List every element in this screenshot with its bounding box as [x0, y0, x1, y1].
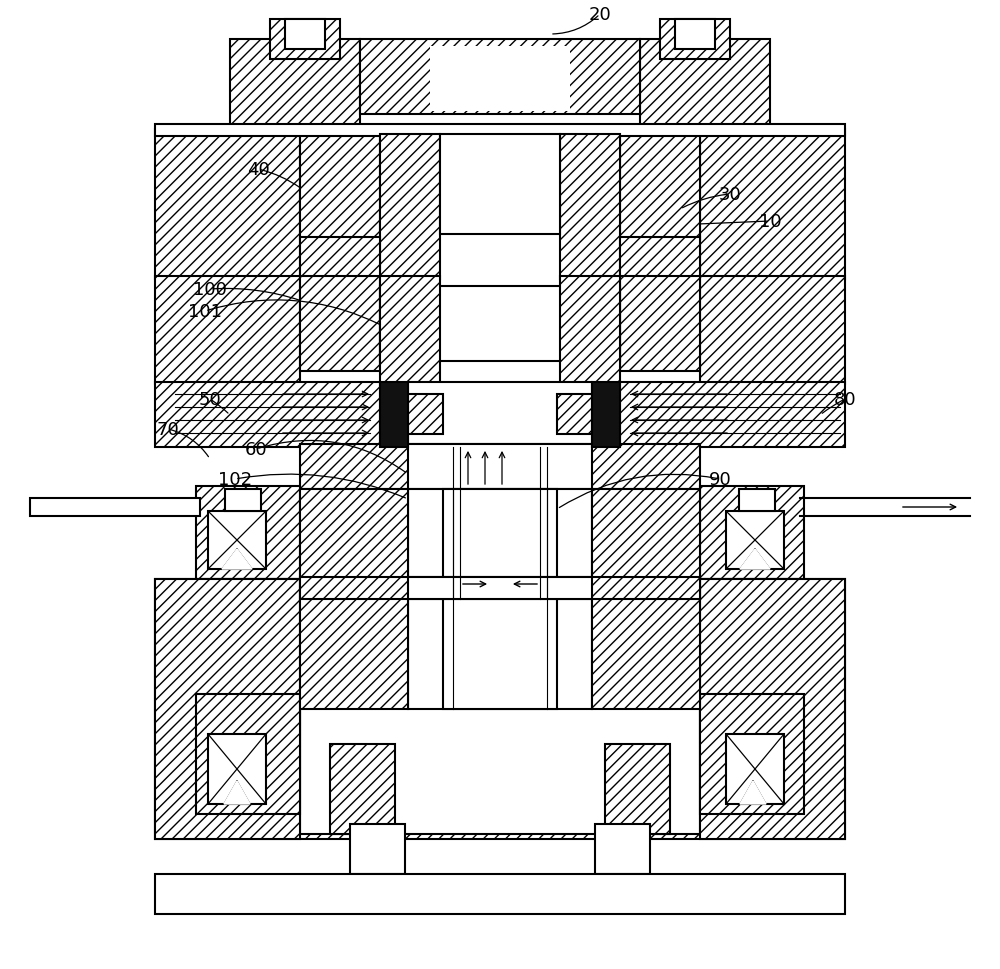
Bar: [700, 130, 845, 280]
Text: 100: 100: [193, 281, 227, 298]
Bar: [270, 20, 340, 60]
Bar: [560, 135, 620, 280]
Bar: [440, 135, 560, 234]
Bar: [700, 486, 804, 579]
Bar: [408, 394, 443, 434]
Bar: [640, 40, 770, 130]
Bar: [620, 237, 700, 280]
Bar: [155, 125, 845, 137]
Bar: [557, 447, 592, 600]
Bar: [726, 512, 784, 570]
Text: 90: 90: [709, 471, 731, 488]
Polygon shape: [224, 781, 250, 804]
Bar: [408, 445, 592, 489]
Bar: [380, 287, 620, 361]
Bar: [155, 579, 845, 839]
Text: 70: 70: [157, 421, 179, 439]
Bar: [739, 489, 775, 512]
Text: 60: 60: [245, 441, 267, 458]
Bar: [300, 579, 700, 834]
Bar: [620, 277, 700, 372]
Text: 80: 80: [834, 391, 856, 409]
Text: 20: 20: [589, 6, 611, 24]
Bar: [605, 744, 670, 834]
Text: 30: 30: [719, 186, 741, 203]
Text: 50: 50: [199, 391, 221, 409]
Text: 101: 101: [188, 302, 222, 321]
Bar: [30, 498, 200, 516]
Bar: [453, 499, 547, 600]
Bar: [408, 447, 443, 600]
Bar: [155, 130, 300, 280]
Bar: [155, 579, 300, 839]
Bar: [408, 489, 592, 709]
Polygon shape: [740, 549, 770, 570]
Bar: [380, 277, 440, 385]
Bar: [557, 394, 592, 434]
Bar: [430, 47, 570, 111]
Bar: [620, 383, 845, 448]
Polygon shape: [740, 781, 766, 804]
Bar: [285, 20, 325, 50]
Bar: [230, 40, 360, 130]
Bar: [155, 874, 845, 914]
Bar: [300, 578, 700, 600]
Bar: [408, 383, 592, 448]
Bar: [726, 735, 784, 804]
Bar: [443, 489, 557, 709]
Bar: [675, 20, 715, 50]
Bar: [300, 130, 380, 239]
Bar: [700, 579, 845, 839]
Bar: [408, 578, 592, 600]
Bar: [208, 512, 266, 570]
Bar: [300, 277, 380, 372]
Bar: [592, 489, 700, 709]
Bar: [595, 825, 650, 874]
Bar: [300, 489, 408, 709]
Bar: [660, 20, 730, 60]
Bar: [350, 825, 405, 874]
Bar: [196, 694, 300, 814]
Bar: [155, 383, 380, 448]
Bar: [620, 130, 700, 239]
Bar: [443, 447, 557, 600]
Bar: [300, 445, 700, 489]
Bar: [155, 277, 300, 385]
Polygon shape: [222, 549, 252, 570]
Text: 102: 102: [218, 471, 252, 488]
Bar: [330, 744, 395, 834]
Bar: [300, 237, 380, 280]
Bar: [700, 694, 804, 814]
Bar: [380, 383, 408, 448]
Bar: [380, 135, 440, 280]
Bar: [208, 735, 266, 804]
Bar: [700, 277, 845, 385]
Bar: [592, 383, 620, 448]
Bar: [360, 40, 640, 115]
Bar: [196, 486, 300, 579]
Text: 10: 10: [759, 213, 781, 231]
Text: 40: 40: [247, 161, 269, 179]
Bar: [560, 277, 620, 385]
Bar: [225, 489, 261, 512]
